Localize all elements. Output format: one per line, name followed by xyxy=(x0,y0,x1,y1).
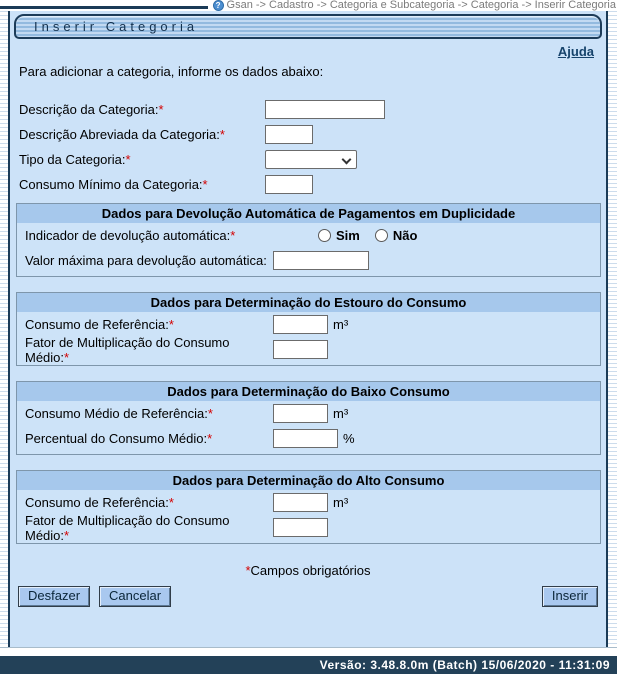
descricao-categoria-input[interactable] xyxy=(265,100,385,119)
field-label: Percentual do Consumo Médio: xyxy=(25,431,208,446)
field-row-valor-maxima: Valor máxima para devolução automática: xyxy=(17,248,600,273)
tipo-categoria-select[interactable] xyxy=(265,150,357,169)
field-label: Consumo de Referência: xyxy=(25,317,169,332)
footer-gap xyxy=(0,647,617,656)
top-fields: Descrição da Categoria:* Descrição Abrev… xyxy=(14,97,602,197)
field-row-consumo-referencia-estouro: Consumo de Referência:* m³ xyxy=(17,312,600,337)
required-star: * xyxy=(230,228,236,243)
field-row-indicador-devolucao: Indicador de devolução automática:* Sim … xyxy=(17,223,600,248)
field-row-tipo: Tipo da Categoria:* xyxy=(14,147,602,172)
valor-maxima-devolucao-input[interactable] xyxy=(273,251,369,270)
indicador-devolucao-radio-group: Sim Não xyxy=(318,228,427,243)
page-title-bar: Inserir Categoria xyxy=(14,14,602,39)
breadcrumb-text[interactable]: Gsan -> Cadastro -> Categoria e Subcateg… xyxy=(226,0,616,11)
sim-radio-label[interactable]: Sim xyxy=(336,228,360,243)
ajuda-link[interactable]: Ajuda xyxy=(557,44,594,59)
field-label: Indicador de devolução automática: xyxy=(25,228,231,243)
field-row-consumo-referencia-alto: Consumo de Referência:* m³ xyxy=(17,490,600,515)
tipo-categoria-select-wrap xyxy=(265,150,357,169)
field-row-fator-multiplicacao-alto: Fator de Multiplicação do Consumo Médio:… xyxy=(17,512,600,543)
page-title: Inserir Categoria xyxy=(34,19,199,34)
required-star: * xyxy=(64,349,70,365)
field-row-consumo-minimo: Consumo Mínimo da Categoria:* xyxy=(14,172,602,197)
section-alto-consumo: Dados para Determinação do Alto Consumo … xyxy=(16,470,601,544)
section-devolucao-automatica: Dados para Devolução Automática de Pagam… xyxy=(16,203,601,277)
version-bar: Versão: 3.48.8.0m (Batch) 15/06/2020 - 1… xyxy=(0,656,617,674)
required-star: * xyxy=(168,317,174,332)
top-navy-bar xyxy=(0,5,208,9)
field-label: Fator de Multiplicação do Consumo Médio: xyxy=(25,334,230,365)
section-title: Dados para Devolução Automática de Pagam… xyxy=(17,204,600,223)
unit-m3: m³ xyxy=(333,495,349,510)
section-title: Dados para Determinação do Estouro do Co… xyxy=(17,293,600,312)
desfazer-button[interactable]: Desfazer xyxy=(18,586,91,607)
required-star: * xyxy=(219,127,225,142)
required-star: * xyxy=(64,527,70,543)
inserir-button[interactable]: Inserir xyxy=(541,586,598,607)
sim-radio[interactable] xyxy=(318,229,331,242)
consumo-referencia-estouro-input[interactable] xyxy=(273,315,328,334)
consumo-medio-referencia-input[interactable] xyxy=(273,404,328,423)
help-globe-icon[interactable]: ? xyxy=(212,0,224,11)
required-star: * xyxy=(202,177,208,192)
button-row: Desfazer Cancelar Inserir xyxy=(18,586,598,607)
fator-multiplicacao-estouro-input[interactable] xyxy=(273,340,328,359)
intro-text: Para adicionar a categoria, informe os d… xyxy=(19,64,324,79)
field-label: Valor máxima para devolução automática: xyxy=(25,253,267,268)
field-label: Tipo da Categoria: xyxy=(19,152,126,167)
top-header: ? Gsan -> Cadastro -> Categoria e Subcat… xyxy=(0,0,617,11)
required-star: * xyxy=(207,406,213,421)
percentual-consumo-medio-input[interactable] xyxy=(273,429,338,448)
descricao-abreviada-input[interactable] xyxy=(265,125,313,144)
breadcrumb[interactable]: ? Gsan -> Cadastro -> Categoria e Subcat… xyxy=(208,0,617,11)
unit-m3: m³ xyxy=(333,317,349,332)
field-row-fator-multiplicacao-estouro: Fator de Multiplicação do Consumo Médio:… xyxy=(17,334,600,365)
field-row-consumo-medio-referencia: Consumo Médio de Referência:* m³ xyxy=(17,401,600,426)
section-title: Dados para Determinação do Baixo Consumo xyxy=(17,382,600,401)
field-label: Descrição Abreviada da Categoria: xyxy=(19,127,220,142)
unit-m3: m³ xyxy=(333,406,349,421)
required-star: * xyxy=(207,431,213,446)
fator-multiplicacao-alto-input[interactable] xyxy=(273,518,328,537)
consumo-minimo-input[interactable] xyxy=(265,175,313,194)
field-label: Descrição da Categoria: xyxy=(19,102,159,117)
required-star: * xyxy=(168,495,174,510)
field-label: Consumo Mínimo da Categoria: xyxy=(19,177,203,192)
section-estouro-consumo: Dados para Determinação do Estouro do Co… xyxy=(16,292,601,366)
field-row-percentual-consumo-medio: Percentual do Consumo Médio:* % xyxy=(17,426,600,451)
required-star: * xyxy=(125,152,131,167)
cancelar-button[interactable]: Cancelar xyxy=(99,586,172,607)
version-text: Versão: 3.48.8.0m (Batch) 15/06/2020 - 1… xyxy=(319,658,610,672)
field-label: Consumo Médio de Referência: xyxy=(25,406,208,421)
section-baixo-consumo: Dados para Determinação do Baixo Consumo… xyxy=(16,381,601,455)
main-panel: Inserir Categoria Ajuda Para adicionar a… xyxy=(8,11,608,647)
required-star: * xyxy=(245,563,251,578)
required-star: * xyxy=(158,102,164,117)
section-title: Dados para Determinação do Alto Consumo xyxy=(17,471,600,490)
field-row-descricao-abreviada: Descrição Abreviada da Categoria:* xyxy=(14,122,602,147)
field-label: Fator de Multiplicação do Consumo Médio: xyxy=(25,512,230,543)
field-row-descricao: Descrição da Categoria:* xyxy=(14,97,602,122)
consumo-referencia-alto-input[interactable] xyxy=(273,493,328,512)
unit-percent: % xyxy=(343,431,355,446)
nao-radio[interactable] xyxy=(374,229,388,242)
field-label: Consumo de Referência: xyxy=(25,495,169,510)
required-fields-note: *Campos obrigatórios xyxy=(245,563,371,578)
nao-radio-label[interactable]: Não xyxy=(392,228,418,243)
